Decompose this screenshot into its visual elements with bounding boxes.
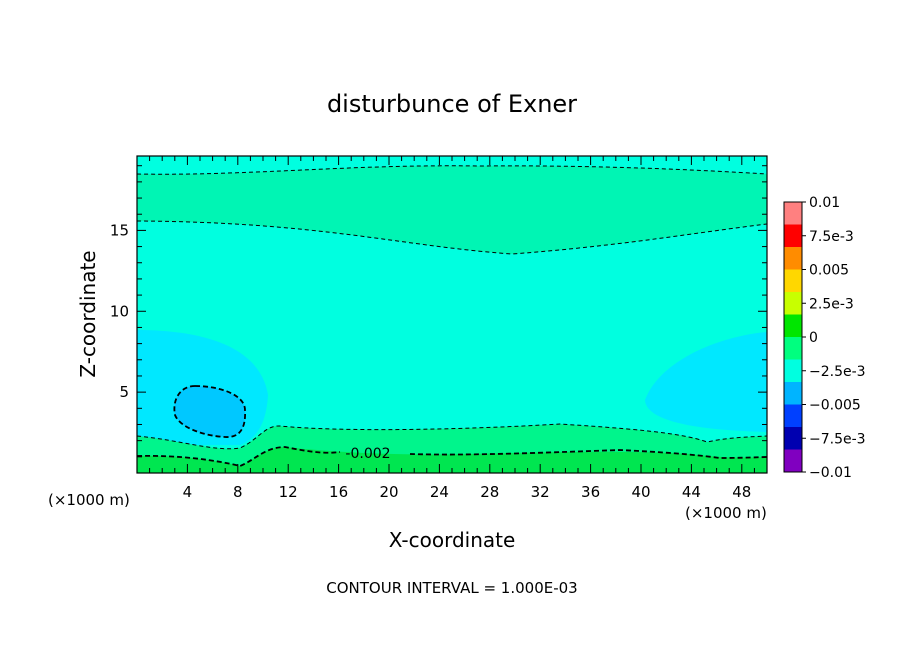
y-tick-label: 15 [110, 221, 129, 239]
region-inner-low [174, 386, 246, 438]
region-upper-band [137, 165, 767, 254]
colorbar-label: −2.5e-3 [809, 364, 866, 380]
colorbar-band [784, 449, 802, 473]
y-ticks: 5 10 15 [110, 165, 767, 458]
colorbar-label: −7.5e-3 [809, 431, 866, 447]
colorbar-label: 0.005 [809, 263, 849, 279]
x-tick-label: 8 [233, 483, 243, 501]
x-tick-label: 48 [732, 483, 751, 501]
colorbar-band [784, 337, 802, 360]
x-axis-label: X-coordinate [389, 528, 516, 552]
x-unit-left: (×1000 m) [48, 491, 130, 509]
region-right-low [645, 332, 767, 432]
x-ticks: 4 8 12 16 20 24 28 32 36 40 44 48 [149, 156, 755, 501]
chart-title: disturbunce of Exner [327, 90, 577, 118]
colorbar-band [784, 404, 802, 428]
colorbar-label: 2.5e-3 [809, 296, 854, 312]
colorbar: 0.01 7.5e-3 0.005 2.5e-3 0 −2.5e-3 −0.005 −7.5e… [783, 195, 866, 481]
colorbar-band [784, 247, 802, 270]
contour-interval-note: CONTOUR INTERVAL = 1.000E-03 [326, 579, 577, 597]
colorbar-band [784, 314, 802, 338]
x-tick-label: 32 [531, 483, 550, 501]
x-tick-label: 44 [682, 483, 701, 501]
colorbar-band [784, 202, 802, 225]
colorbar-labels: 0.01 7.5e-3 0.005 2.5e-3 0 −2.5e-3 −0.005 −7.5e… [802, 195, 866, 481]
x-tick-label: 40 [631, 483, 650, 501]
colorbar-label: 7.5e-3 [809, 229, 854, 245]
contour-label: -0.002 [345, 446, 390, 462]
x-tick-label: 24 [430, 483, 449, 501]
colorbar-label: −0.01 [809, 465, 852, 481]
y-tick-label: 10 [110, 302, 129, 320]
colorbar-label: 0 [809, 330, 818, 346]
y-tick-label: 5 [119, 383, 129, 401]
x-tick-label: 28 [480, 483, 499, 501]
colorbar-band [784, 382, 802, 405]
colorbar-bands [784, 202, 802, 473]
colorbar-band [784, 269, 802, 293]
x-tick-label: 4 [183, 483, 193, 501]
x-tick-label: 36 [581, 483, 600, 501]
colorbar-label: 0.01 [809, 195, 840, 211]
x-tick-label: 12 [279, 483, 298, 501]
contour-line-bottom-band [137, 423, 767, 450]
colorbar-band [784, 224, 802, 248]
region-surface-band [137, 447, 767, 473]
contour-line-surface [137, 446, 767, 467]
colorbar-band [784, 292, 802, 315]
colorbar-label: −0.005 [809, 398, 861, 414]
contour-line-inner-low [173, 385, 246, 438]
contour-line-upper [137, 165, 767, 175]
x-tick-label: 16 [329, 483, 348, 501]
x-unit-right: (×1000 m) [685, 504, 767, 522]
x-tick-label: 20 [379, 483, 398, 501]
colorbar-band [784, 427, 802, 450]
colorbar-band [784, 359, 802, 383]
y-axis-label: Z-coordinate [76, 250, 100, 377]
